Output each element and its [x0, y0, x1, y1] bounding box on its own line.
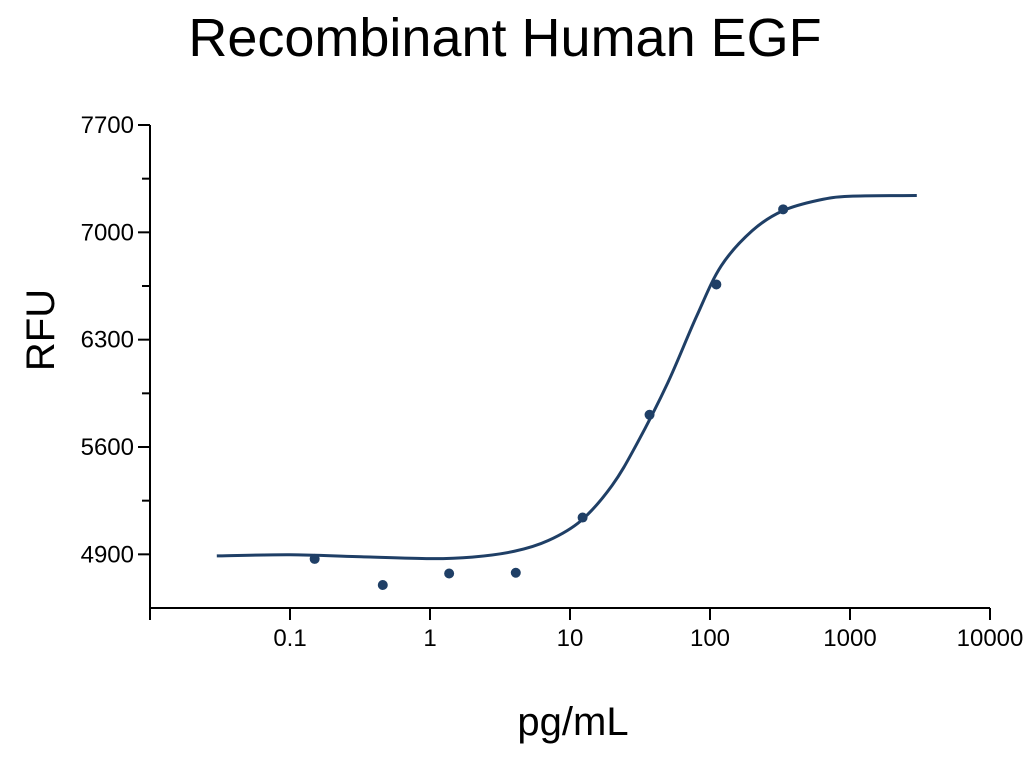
chart-title: Recombinant Human EGF — [188, 8, 821, 68]
x-tick-label: 1000 — [823, 625, 876, 652]
y-axis-label: RFU — [19, 289, 63, 371]
x-tick-label: 0.1 — [273, 625, 306, 652]
y-tick-label: 7000 — [81, 219, 134, 246]
x-tick-label: 10 — [557, 625, 584, 652]
data-point — [309, 553, 320, 564]
data-point — [377, 580, 388, 590]
x-tick-label: 100 — [690, 625, 730, 652]
data-point — [510, 567, 521, 578]
fit-curve — [216, 194, 917, 561]
data-point — [644, 409, 655, 420]
curve-layer — [216, 194, 917, 561]
data-point — [711, 279, 722, 290]
y-tick-label: 7700 — [81, 112, 134, 139]
data-point — [778, 204, 789, 215]
data-point — [444, 568, 455, 579]
x-tick-label: 1 — [423, 625, 436, 652]
x-tick-label: 10000 — [957, 625, 1024, 652]
points-layer — [309, 204, 789, 590]
x-axis-label: pg/mL — [517, 700, 628, 744]
y-tick-label: 4900 — [81, 541, 134, 568]
y-tick-label: 5600 — [81, 434, 134, 461]
y-tick-label: 6300 — [81, 327, 134, 354]
ticks: 4900 5600 6300 7000 7700 0.1 1 10 100 1000 10000 — [81, 112, 1024, 652]
data-point — [577, 512, 588, 523]
